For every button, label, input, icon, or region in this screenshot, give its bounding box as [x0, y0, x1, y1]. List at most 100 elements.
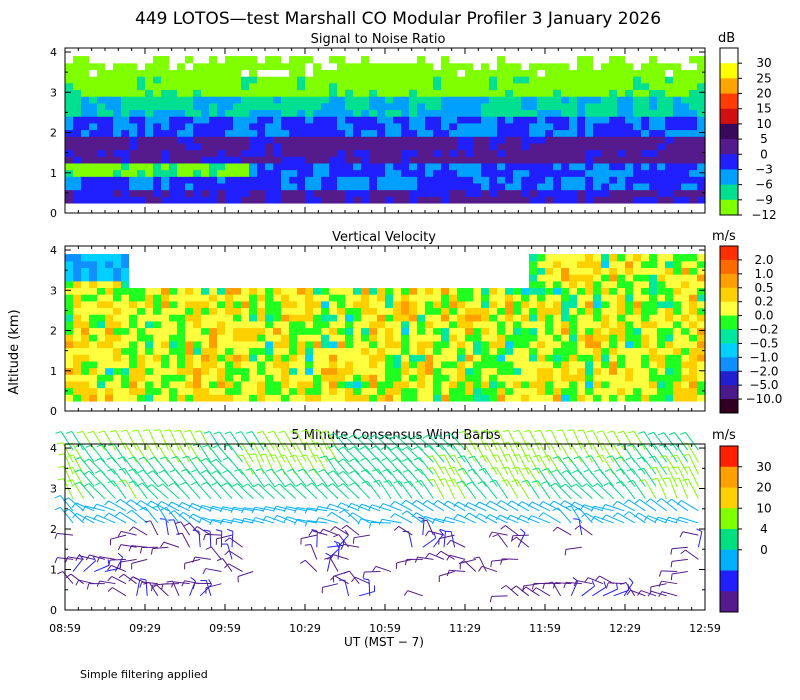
wind-barb — [602, 430, 615, 451]
wind-barb-flag — [120, 429, 128, 432]
heatmap-cell — [89, 320, 98, 329]
heatmap-cell — [329, 300, 338, 309]
wind-barb — [112, 468, 127, 487]
heatmap-cell — [265, 109, 274, 117]
heatmap-cell — [561, 116, 570, 124]
heatmap-cell — [625, 169, 634, 177]
heatmap-cell — [209, 394, 218, 402]
heatmap-cell — [265, 116, 274, 124]
heatmap-cell — [513, 340, 522, 349]
y-tick-label: 4 — [50, 244, 57, 257]
wind-barb — [438, 434, 455, 451]
heatmap-cell — [161, 287, 170, 295]
heatmap-cell — [457, 96, 466, 104]
heatmap-cell — [497, 294, 506, 302]
heatmap-cell — [249, 334, 258, 342]
heatmap-cell — [345, 294, 354, 302]
heatmap-cell — [545, 109, 554, 117]
heatmap-cell — [593, 56, 602, 64]
heatmap-cell — [489, 360, 498, 369]
heatmap-cell — [105, 142, 114, 151]
heatmap-cell — [529, 156, 538, 164]
wind-barb-flag — [433, 532, 437, 539]
heatmap-cell — [209, 136, 218, 144]
heatmap-cell — [369, 334, 378, 342]
heatmap-cell — [545, 394, 554, 402]
heatmap-cell — [537, 327, 546, 335]
heatmap-cell — [345, 320, 354, 329]
heatmap-cell — [345, 267, 354, 275]
heatmap-cell — [401, 189, 410, 197]
heatmap-cell — [593, 136, 602, 144]
wind-barb-flag — [380, 434, 386, 439]
heatmap-cell — [169, 360, 178, 369]
heatmap-cell — [641, 347, 650, 355]
heatmap-cell — [65, 149, 74, 157]
heatmap-cell — [161, 69, 170, 77]
heatmap-cell — [113, 176, 122, 184]
wind-barb — [661, 570, 678, 573]
heatmap-cell — [457, 102, 466, 111]
heatmap-cell — [665, 149, 674, 157]
heatmap-cell — [617, 189, 626, 197]
heatmap-cell — [441, 380, 450, 389]
heatmap-cell — [473, 340, 482, 349]
heatmap-cell — [537, 76, 546, 84]
wind-barb-flag — [500, 525, 506, 530]
heatmap-cell — [337, 156, 346, 164]
heatmap-cell — [289, 294, 298, 302]
heatmap-cell — [81, 334, 90, 342]
colorbar-swatch — [720, 169, 738, 186]
heatmap-cell — [233, 354, 242, 362]
wind-barb-flag — [328, 432, 335, 437]
heatmap-cell — [473, 300, 482, 309]
heatmap-cell — [617, 274, 626, 282]
heatmap-cell — [353, 307, 362, 315]
heatmap-cell — [409, 374, 418, 382]
heatmap-cell — [657, 149, 666, 157]
wind-barb-flag — [502, 466, 509, 469]
heatmap-cell — [161, 367, 170, 375]
heatmap-cell — [641, 149, 650, 157]
heatmap-cell — [481, 280, 490, 289]
heatmap-cell — [649, 254, 658, 262]
heatmap-cell — [593, 76, 602, 84]
wind-barb — [557, 526, 572, 536]
wind-barb — [351, 502, 370, 512]
heatmap-cell — [265, 347, 274, 355]
heatmap-cell — [625, 340, 634, 349]
heatmap-cell — [209, 182, 218, 191]
heatmap-cell — [641, 340, 650, 349]
heatmap-cell — [169, 260, 178, 269]
colorbar-label: 15 — [756, 102, 771, 116]
heatmap-cell — [441, 136, 450, 144]
heatmap-cell — [617, 360, 626, 369]
heatmap-cell — [449, 394, 458, 402]
wind-barb — [255, 517, 275, 524]
heatmap-cell — [641, 374, 650, 382]
heatmap-cell — [409, 307, 418, 315]
heatmap-cell — [257, 142, 266, 151]
heatmap-cell — [625, 89, 634, 97]
heatmap-cell — [649, 334, 658, 342]
heatmap-cell — [161, 62, 170, 71]
heatmap-cell — [281, 300, 290, 309]
heatmap-cell — [561, 142, 570, 151]
heatmap-cell — [481, 294, 490, 302]
heatmap-cell — [489, 89, 498, 97]
heatmap-cell — [577, 327, 586, 335]
heatmap-cell — [417, 387, 426, 395]
heatmap-cell — [513, 129, 522, 137]
heatmap-cell — [673, 314, 682, 322]
heatmap-cell — [105, 136, 114, 144]
wind-barb — [395, 435, 413, 451]
heatmap-cell — [201, 340, 210, 349]
heatmap-cell — [673, 89, 682, 97]
heatmap-cell — [345, 327, 354, 335]
heatmap-cell — [225, 314, 234, 322]
heatmap-cell — [297, 162, 306, 171]
heatmap-cell — [345, 360, 354, 369]
heatmap-cell — [241, 182, 250, 191]
heatmap-cell — [233, 287, 242, 295]
heatmap-cell — [433, 62, 442, 71]
